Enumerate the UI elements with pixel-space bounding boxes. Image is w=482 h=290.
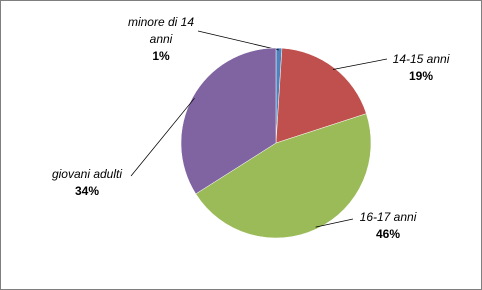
- category-label: giovani adulti: [51, 167, 123, 181]
- leader-line: [315, 218, 354, 228]
- pie-slice: [180, 47, 277, 195]
- data-label: 16-17 anni 46%: [349, 209, 427, 243]
- data-label: 14-15 anni 19%: [379, 51, 463, 85]
- leader-line: [197, 30, 280, 51]
- data-label: giovani adulti 34%: [37, 166, 137, 200]
- data-label: minore di 14 anni 1%: [119, 14, 203, 65]
- leader-line: [332, 58, 388, 70]
- leader-line: [130, 97, 195, 177]
- category-label: 16-17 anni: [359, 210, 417, 224]
- value-label: 19%: [408, 69, 434, 83]
- category-label: minore di 14 anni: [127, 15, 195, 46]
- value-label: 34%: [74, 184, 100, 198]
- pie-slice: [195, 113, 372, 239]
- pie-slice: [275, 47, 367, 144]
- category-label: 14-15 anni: [392, 52, 450, 66]
- value-label: 1%: [152, 49, 170, 63]
- value-label: 46%: [375, 227, 401, 241]
